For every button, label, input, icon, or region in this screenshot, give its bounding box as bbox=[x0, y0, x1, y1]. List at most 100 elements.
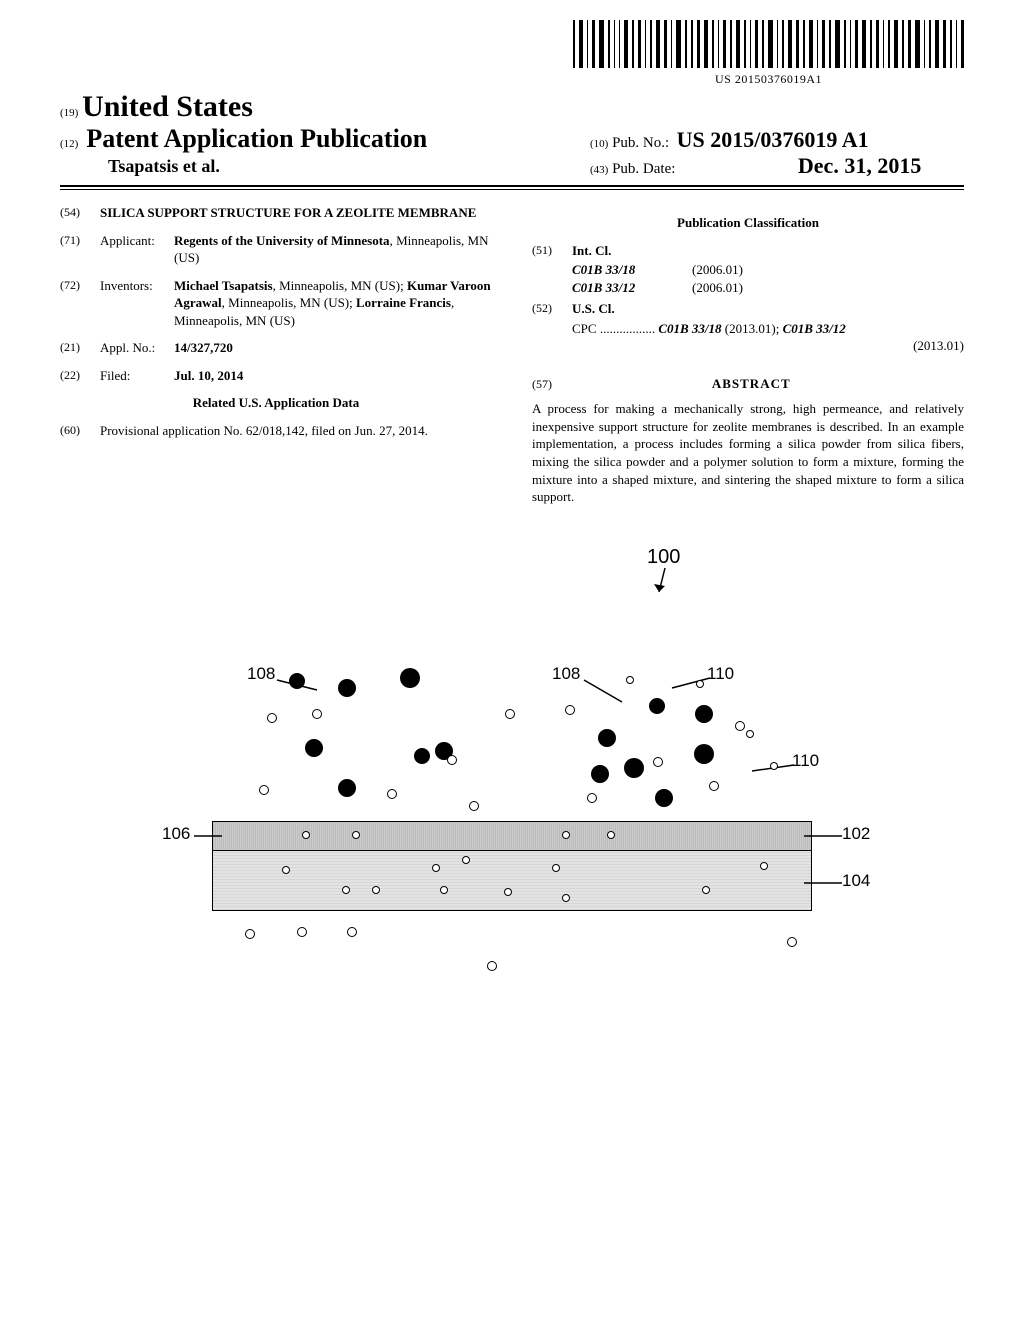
filled-dot bbox=[591, 765, 609, 783]
barcode bbox=[573, 20, 964, 68]
header: (19) United States (12) Patent Applicati… bbox=[60, 90, 964, 177]
open-dot bbox=[770, 762, 778, 770]
filled-dot bbox=[694, 744, 714, 764]
ref-104: 104 bbox=[842, 871, 870, 891]
related-text: Provisional application No. 62/018,142, … bbox=[100, 422, 492, 440]
pub-date: Dec. 31, 2015 bbox=[798, 153, 921, 178]
code-51: (51) bbox=[532, 242, 572, 260]
membrane-bottom-layer bbox=[212, 851, 812, 911]
code-52: (52) bbox=[532, 300, 572, 318]
membrane-pore bbox=[440, 886, 448, 894]
invention-title: SILICA SUPPORT STRUCTURE FOR A ZEOLITE M… bbox=[100, 204, 492, 222]
membrane-pore bbox=[760, 862, 768, 870]
open-dot bbox=[259, 785, 269, 795]
code-43: (43) bbox=[590, 164, 608, 176]
filled-dot bbox=[695, 705, 713, 723]
ref-106: 106 bbox=[162, 824, 190, 844]
code-60: (60) bbox=[60, 422, 100, 440]
open-dot bbox=[347, 927, 357, 937]
open-dot bbox=[587, 793, 597, 803]
membrane-pore bbox=[462, 856, 470, 864]
code-72: (72) bbox=[60, 277, 100, 330]
open-dot bbox=[245, 929, 255, 939]
filled-dot bbox=[289, 673, 305, 689]
code-21: (21) bbox=[60, 339, 100, 357]
membrane-pore bbox=[342, 886, 350, 894]
code-71: (71) bbox=[60, 232, 100, 267]
filled-dot bbox=[414, 748, 430, 764]
applicant-label: Applicant: bbox=[100, 232, 174, 267]
int-cl-1-ver: (2006.01) bbox=[692, 261, 743, 279]
membrane-pore bbox=[372, 886, 380, 894]
related-head: Related U.S. Application Data bbox=[60, 394, 492, 412]
membrane-pore bbox=[302, 831, 310, 839]
filled-dot bbox=[338, 779, 356, 797]
open-dot bbox=[387, 789, 397, 799]
int-cl-1: C01B 33/18 bbox=[572, 261, 692, 279]
cpc-line: CPC ................. C01B 33/18 (2013.0… bbox=[572, 320, 964, 355]
appl-no: 14/327,720 bbox=[174, 339, 492, 357]
ref-102: 102 bbox=[842, 824, 870, 844]
open-dot bbox=[487, 961, 497, 971]
filled-dot bbox=[338, 679, 356, 697]
membrane-pore bbox=[282, 866, 290, 874]
ref-110b: 110 bbox=[792, 751, 819, 771]
open-dot bbox=[709, 781, 719, 791]
filled-dot bbox=[598, 729, 616, 747]
membrane-pore bbox=[702, 886, 710, 894]
rule-thin bbox=[60, 189, 964, 190]
inventors-list: Michael Tsapatsis, Minneapolis, MN (US);… bbox=[174, 277, 492, 330]
filled-dot bbox=[624, 758, 644, 778]
code-12: (12) bbox=[60, 138, 78, 150]
left-column: (54) SILICA SUPPORT STRUCTURE FOR A ZEOL… bbox=[60, 204, 492, 506]
filled-dot bbox=[649, 698, 665, 714]
abstract-head: ABSTRACT bbox=[555, 375, 947, 393]
ref-100: 100 bbox=[647, 546, 680, 569]
open-dot bbox=[626, 676, 634, 684]
code-54: (54) bbox=[60, 204, 100, 222]
barcode-text: US 20150376019A1 bbox=[573, 72, 964, 87]
membrane-pore bbox=[562, 831, 570, 839]
code-10: (10) bbox=[590, 138, 608, 150]
open-dot bbox=[746, 730, 754, 738]
membrane-pore bbox=[562, 894, 570, 902]
open-dot bbox=[312, 709, 322, 719]
pub-type: Patent Application Publication bbox=[86, 124, 427, 154]
code-19: (19) bbox=[60, 107, 78, 119]
open-dot bbox=[267, 713, 277, 723]
membrane-pore bbox=[607, 831, 615, 839]
inventors-label: Inventors: bbox=[100, 277, 174, 330]
applicant-name: Regents of the University of Minnesota bbox=[174, 233, 390, 248]
open-dot bbox=[447, 755, 457, 765]
open-dot bbox=[297, 927, 307, 937]
right-column: Publication Classification (51) Int. Cl.… bbox=[532, 204, 964, 506]
int-cl-label: Int. Cl. bbox=[572, 242, 611, 260]
abstract-body: A process for making a mechanically stro… bbox=[532, 400, 964, 505]
us-cl-label: U.S. Cl. bbox=[572, 300, 615, 318]
int-cl-2: C01B 33/12 bbox=[572, 279, 692, 297]
code-57: (57) bbox=[532, 377, 552, 391]
int-cl-2-ver: (2006.01) bbox=[692, 279, 743, 297]
open-dot bbox=[469, 801, 479, 811]
filled-dot bbox=[400, 668, 420, 688]
open-dot bbox=[696, 680, 704, 688]
biblio-columns: (54) SILICA SUPPORT STRUCTURE FOR A ZEOL… bbox=[60, 204, 964, 506]
open-dot bbox=[505, 709, 515, 719]
pub-no-label: Pub. No.: bbox=[612, 135, 669, 151]
pub-no: US 2015/0376019 A1 bbox=[677, 127, 869, 152]
country: United States bbox=[82, 90, 253, 123]
barcode-region: US 20150376019A1 bbox=[573, 20, 964, 87]
rule-thick bbox=[60, 185, 964, 187]
membrane-pore bbox=[504, 888, 512, 896]
membrane-pore bbox=[432, 864, 440, 872]
ref-108b: 108 bbox=[552, 664, 580, 684]
filled-dot bbox=[655, 789, 673, 807]
ref-108a: 108 bbox=[247, 664, 275, 684]
open-dot bbox=[565, 705, 575, 715]
pub-class-head: Publication Classification bbox=[532, 214, 964, 232]
filled-dot bbox=[305, 739, 323, 757]
pub-date-label: Pub. Date: bbox=[612, 161, 675, 177]
open-dot bbox=[787, 937, 797, 947]
code-22: (22) bbox=[60, 367, 100, 385]
open-dot bbox=[735, 721, 745, 731]
